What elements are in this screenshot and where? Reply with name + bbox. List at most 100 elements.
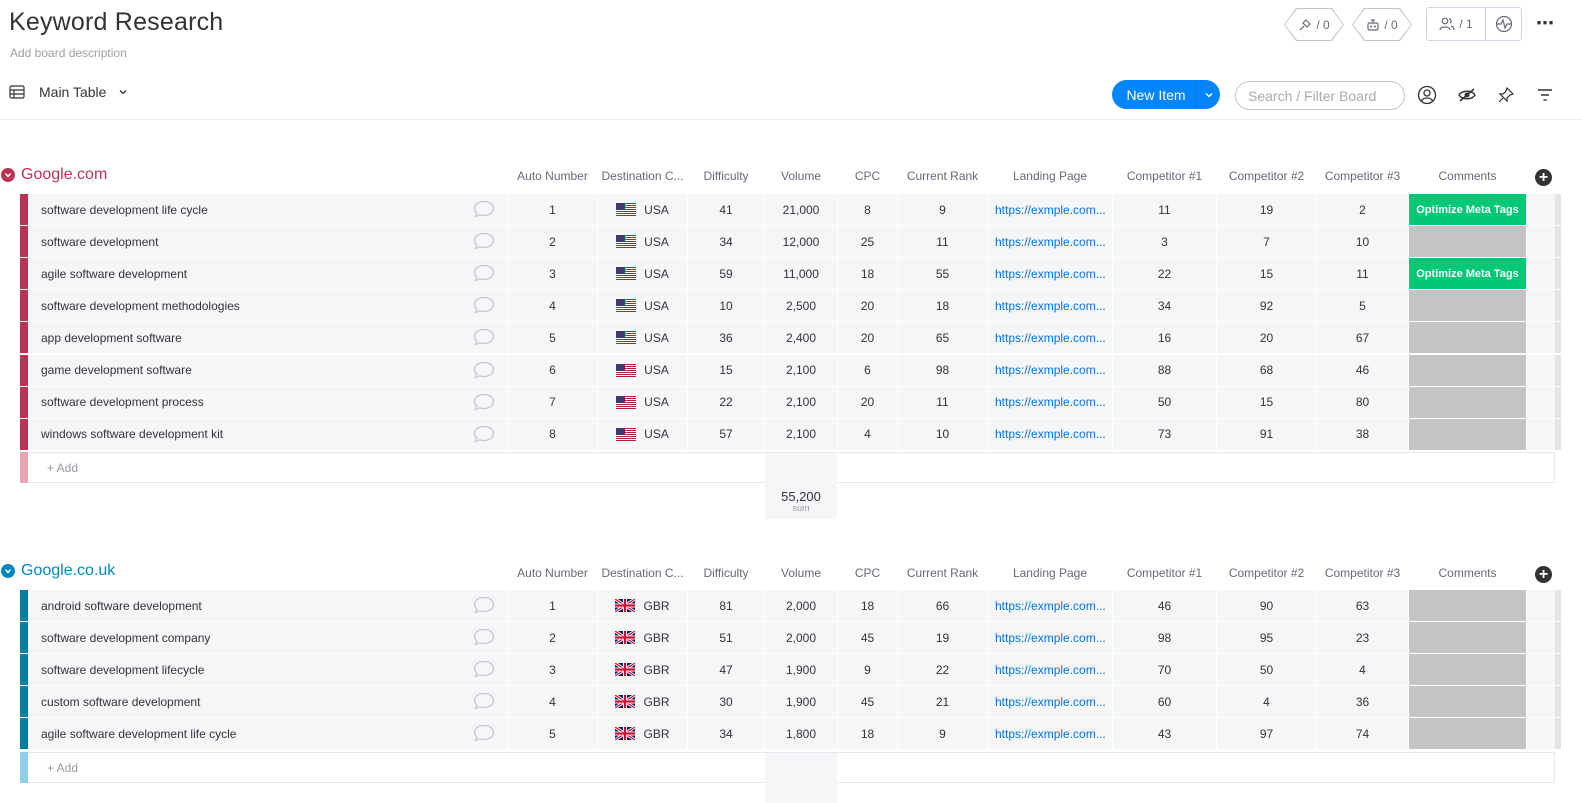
c3-cell[interactable]: 74 — [1317, 718, 1408, 750]
c2-cell[interactable]: 95 — [1217, 622, 1316, 654]
landing-cell[interactable]: https://exmple.com... — [988, 386, 1112, 418]
difficulty-cell[interactable]: 30 — [688, 686, 764, 718]
column-header[interactable]: Destination C... — [601, 566, 684, 580]
cpc-cell[interactable]: 20 — [838, 290, 897, 322]
updates-button[interactable] — [473, 264, 495, 282]
c2-cell[interactable]: 4 — [1217, 686, 1316, 718]
landing-cell[interactable]: https://exmple.com... — [988, 354, 1112, 386]
c1-cell[interactable]: 22 — [1113, 258, 1216, 290]
filter-button[interactable] — [1534, 84, 1556, 106]
comment-cell[interactable] — [1409, 226, 1526, 258]
volume-cell[interactable]: 2,000 — [765, 622, 837, 654]
add-item-row[interactable]: + Add — [20, 751, 1555, 783]
cpc-cell[interactable]: 18 — [838, 590, 897, 621]
volume-cell[interactable]: 2,100 — [765, 418, 837, 450]
updates-button[interactable] — [473, 596, 495, 614]
volume-cell[interactable]: 2,000 — [765, 590, 837, 621]
cpc-cell[interactable]: 18 — [838, 258, 897, 290]
collapse-group-button[interactable] — [1, 168, 15, 182]
rank-cell[interactable]: 19 — [898, 622, 987, 654]
country-cell[interactable]: USA — [598, 226, 687, 258]
c3-cell[interactable]: 4 — [1317, 654, 1408, 686]
cpc-cell[interactable]: 4 — [838, 418, 897, 450]
landing-cell[interactable]: https://exmple.com... — [988, 718, 1112, 750]
volume-cell[interactable]: 1,900 — [765, 654, 837, 686]
volume-cell[interactable]: 2,500 — [765, 290, 837, 322]
table-row[interactable]: software development company 2 GBR 51 2,000 4… — [20, 622, 1562, 654]
item-name-cell[interactable]: software development process — [29, 386, 507, 418]
c1-cell[interactable]: 43 — [1113, 718, 1216, 750]
pin-button[interactable] — [1495, 84, 1517, 106]
c3-cell[interactable]: 46 — [1317, 354, 1408, 386]
volume-cell[interactable]: 12,000 — [765, 226, 837, 258]
item-name-cell[interactable]: agile software development — [29, 258, 507, 290]
country-cell[interactable]: USA — [598, 258, 687, 290]
landing-cell[interactable]: https://exmple.com... — [988, 322, 1112, 354]
rank-cell[interactable]: 9 — [898, 194, 987, 225]
column-header[interactable]: Destination C... — [601, 169, 684, 183]
comment-cell[interactable] — [1409, 354, 1526, 386]
difficulty-cell[interactable]: 10 — [688, 290, 764, 322]
table-row[interactable]: software development life cycle 1 USA 41 21,… — [20, 194, 1562, 226]
members-button[interactable]: / 1 — [1427, 8, 1485, 40]
num-cell[interactable]: 4 — [508, 686, 597, 718]
rank-cell[interactable]: 66 — [898, 590, 987, 621]
num-cell[interactable]: 2 — [508, 226, 597, 258]
volume-cell[interactable]: 2,100 — [765, 386, 837, 418]
landing-cell[interactable]: https://exmple.com... — [988, 290, 1112, 322]
search-input[interactable] — [1235, 81, 1405, 110]
updates-button[interactable] — [473, 328, 495, 347]
rank-cell[interactable]: 11 — [898, 226, 987, 258]
volume-cell[interactable]: 1,800 — [765, 718, 837, 750]
group-title[interactable]: Google.com — [1, 166, 107, 184]
num-cell[interactable]: 5 — [508, 322, 597, 354]
landing-cell[interactable]: https://exmple.com... — [988, 590, 1112, 621]
column-header[interactable]: Competitor #3 — [1324, 566, 1401, 580]
landing-cell[interactable]: https://exmple.com... — [988, 622, 1112, 654]
c1-cell[interactable]: 3 — [1113, 226, 1216, 258]
num-cell[interactable]: 4 — [508, 290, 597, 322]
difficulty-cell[interactable]: 34 — [688, 226, 764, 258]
updates-button[interactable] — [473, 393, 495, 411]
item-name-cell[interactable]: software development lifecycle — [29, 654, 507, 686]
column-header[interactable]: Auto Number — [517, 169, 588, 183]
column-header[interactable]: Competitor #2 — [1228, 169, 1305, 183]
board-description[interactable]: Add board description — [10, 46, 127, 60]
c1-cell[interactable]: 50 — [1113, 386, 1216, 418]
column-header[interactable]: CPC — [854, 566, 881, 580]
c3-cell[interactable]: 80 — [1317, 386, 1408, 418]
cpc-cell[interactable]: 20 — [838, 322, 897, 354]
rank-cell[interactable]: 55 — [898, 258, 987, 290]
difficulty-cell[interactable]: 59 — [688, 258, 764, 290]
comment-cell[interactable] — [1409, 322, 1526, 354]
landing-cell[interactable]: https://exmple.com... — [988, 418, 1112, 450]
item-name-cell[interactable]: windows software development kit — [29, 418, 507, 450]
c2-cell[interactable]: 15 — [1217, 258, 1316, 290]
rank-cell[interactable]: 11 — [898, 386, 987, 418]
rank-cell[interactable]: 10 — [898, 418, 987, 450]
item-name-cell[interactable]: software development company — [29, 622, 507, 654]
updates-button[interactable] — [473, 361, 495, 379]
c3-cell[interactable]: 36 — [1317, 686, 1408, 718]
updates-button[interactable] — [473, 724, 495, 743]
landing-cell[interactable]: https://exmple.com... — [988, 686, 1112, 718]
column-header[interactable]: Competitor #1 — [1126, 169, 1203, 183]
c2-cell[interactable]: 19 — [1217, 194, 1316, 225]
volume-cell[interactable]: 2,100 — [765, 354, 837, 386]
comment-cell[interactable] — [1409, 654, 1526, 686]
c1-cell[interactable]: 60 — [1113, 686, 1216, 718]
difficulty-cell[interactable]: 81 — [688, 590, 764, 621]
add-item-row[interactable]: + Add — [20, 451, 1555, 483]
item-name-cell[interactable]: software development — [29, 226, 507, 258]
country-cell[interactable]: USA — [598, 386, 687, 418]
volume-cell[interactable]: 11,000 — [765, 258, 837, 290]
table-row[interactable]: game development software 6 USA 15 2,100 6 98 h… — [20, 354, 1562, 387]
person-filter-button[interactable] — [1416, 84, 1438, 106]
c1-cell[interactable]: 88 — [1113, 354, 1216, 386]
integrations-button[interactable]: / 0 — [1284, 8, 1344, 41]
hide-columns-button[interactable] — [1456, 84, 1478, 106]
column-header[interactable]: Difficulty — [703, 169, 749, 183]
landing-cell[interactable]: https://exmple.com... — [988, 226, 1112, 258]
volume-cell[interactable]: 2,400 — [765, 322, 837, 354]
c3-cell[interactable]: 67 — [1317, 322, 1408, 354]
